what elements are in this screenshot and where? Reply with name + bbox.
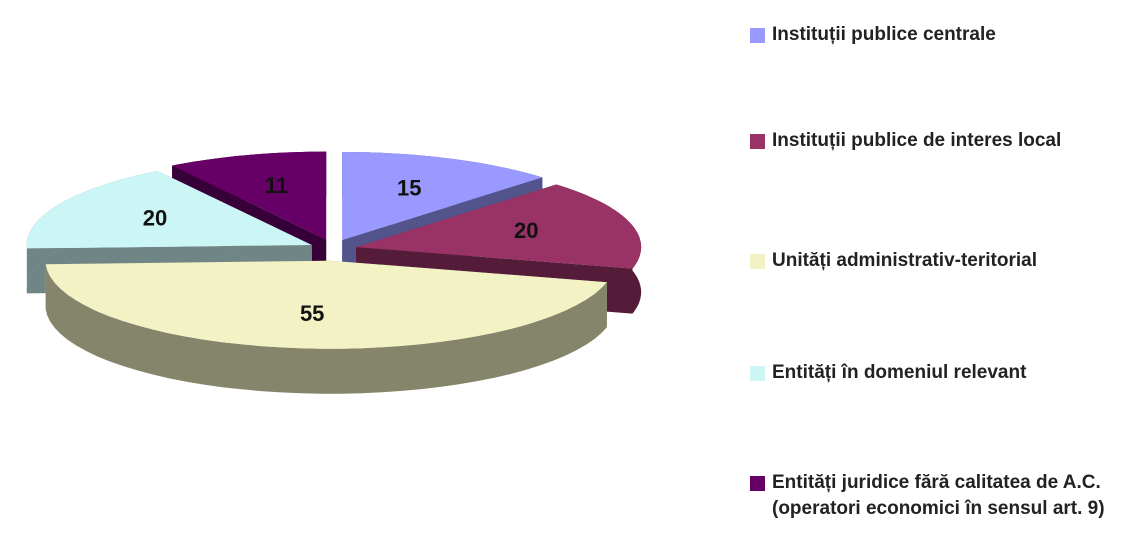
legend-label: Instituții publice centrale xyxy=(772,24,996,45)
data-label: 55 xyxy=(300,301,324,326)
legend-item: Instituții publice de interes local xyxy=(750,128,1131,154)
legend-label: Unități administrativ-teritorial xyxy=(772,250,1037,271)
legend-swatch xyxy=(750,134,765,149)
legend-swatch xyxy=(750,28,765,43)
legend-label: Entități în domeniul relevant xyxy=(772,362,1027,383)
legend-label: Entități juridice fără calitatea de A.C.… xyxy=(772,472,1105,519)
data-label: 11 xyxy=(265,173,288,198)
slice xyxy=(342,152,543,240)
chart: 11 15 20 20 55 xyxy=(26,151,642,394)
legend-item: Unități administrativ-teritorial xyxy=(750,248,1131,274)
data-label: 20 xyxy=(514,218,538,243)
slice xyxy=(26,171,312,249)
data-label: 15 xyxy=(397,175,421,200)
legend-label: Instituții publice de interes local xyxy=(772,130,1062,151)
legend-swatch xyxy=(750,254,765,269)
slice-shade xyxy=(45,264,607,394)
legend-item: Instituții publice centrale xyxy=(750,22,1131,48)
slice xyxy=(172,151,327,240)
data-label: 20 xyxy=(143,206,167,231)
slice xyxy=(45,260,607,349)
slice xyxy=(356,184,642,269)
legend-swatch xyxy=(750,366,765,381)
slice-side xyxy=(45,264,607,394)
legend-item: Entități juridice fără calitatea de A.C.… xyxy=(750,470,1131,522)
legend-swatch xyxy=(750,476,765,491)
legend-item: Entități în domeniul relevant xyxy=(750,360,1131,386)
